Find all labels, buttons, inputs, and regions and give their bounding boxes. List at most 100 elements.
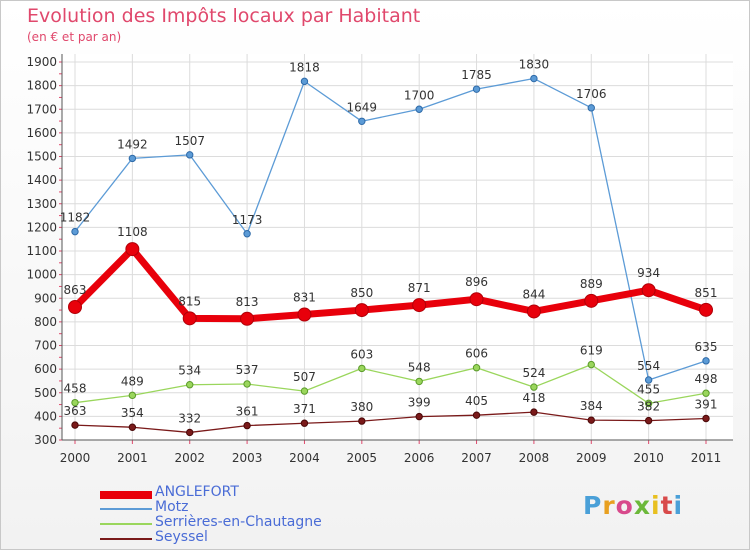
- data-label: 831: [293, 291, 316, 305]
- data-label: 1706: [576, 87, 607, 101]
- data-label: 354: [121, 406, 144, 420]
- data-label: 863: [64, 283, 87, 297]
- legend-label: Serrières-en-Chautagne: [155, 514, 322, 530]
- data-label: 418: [522, 391, 545, 405]
- data-point: [300, 387, 309, 395]
- data-label: 524: [522, 366, 545, 380]
- y-tick-label: 1200: [26, 220, 57, 234]
- data-label: 1830: [519, 58, 550, 72]
- logo-letter: P: [583, 491, 603, 520]
- y-tick-label: 1000: [26, 268, 57, 282]
- y-tick-label: 1500: [26, 150, 57, 164]
- x-tick-label: 2002: [174, 451, 205, 465]
- y-tick-label: 1900: [26, 55, 57, 69]
- data-label: 554: [637, 359, 660, 373]
- data-point: [702, 357, 710, 365]
- data-point: [186, 151, 194, 159]
- x-tick-label: 2009: [576, 451, 607, 465]
- data-label: 1173: [232, 213, 263, 227]
- data-point: [71, 398, 79, 407]
- legend-swatch: [100, 508, 152, 510]
- data-label: 606: [465, 347, 488, 361]
- data-point: [472, 411, 481, 419]
- data-label: 1700: [404, 88, 435, 102]
- logo-letter: o: [615, 491, 634, 520]
- data-point: [358, 364, 366, 373]
- data-label: 361: [236, 405, 259, 419]
- data-label: 850: [350, 286, 373, 300]
- y-tick-label: 1700: [26, 102, 57, 116]
- data-point: [71, 421, 79, 429]
- data-point: [702, 414, 710, 423]
- data-label: 851: [695, 286, 718, 300]
- data-point: [530, 74, 538, 83]
- data-point: [584, 293, 599, 308]
- data-point: [415, 105, 423, 113]
- data-label: 815: [178, 294, 201, 308]
- legend-label: ANGLEFORT: [155, 484, 239, 500]
- data-label: 391: [695, 398, 718, 412]
- data-label: 1818: [289, 60, 320, 74]
- data-label: 844: [522, 287, 545, 301]
- data-point: [587, 360, 595, 369]
- plot-area: [62, 54, 733, 440]
- data-label: 1492: [117, 137, 148, 151]
- y-tick-label: 1800: [26, 79, 57, 93]
- y-tick-label: 500: [34, 386, 57, 400]
- series-line-serri-res-en-chautagne: [74, 363, 707, 405]
- data-point: [68, 299, 82, 314]
- data-label: 384: [580, 399, 603, 413]
- data-point: [240, 311, 255, 326]
- data-point: [182, 311, 197, 326]
- data-label: 1507: [174, 134, 205, 148]
- x-tick-label: 2005: [347, 451, 378, 465]
- data-point: [128, 391, 137, 400]
- data-label: 813: [236, 295, 259, 309]
- data-point: [412, 298, 427, 313]
- data-point: [415, 377, 423, 386]
- data-point: [354, 303, 369, 318]
- x-tick-label: 2007: [461, 451, 492, 465]
- data-label: 507: [293, 370, 316, 384]
- x-tick-label: 2011: [691, 451, 722, 465]
- y-tick-label: 1400: [26, 173, 57, 187]
- data-label: 380: [350, 400, 373, 414]
- data-point: [71, 227, 79, 236]
- data-label: 332: [178, 411, 201, 425]
- x-tick-label: 2001: [117, 451, 148, 465]
- data-label: 1108: [117, 225, 148, 239]
- y-tick-label: 800: [34, 315, 57, 329]
- data-label: 1182: [60, 211, 91, 225]
- data-point: [644, 416, 653, 425]
- data-point: [472, 85, 481, 93]
- proxiti-logo: Proxiti: [583, 491, 683, 520]
- y-tick-label: 900: [34, 291, 57, 305]
- x-tick-label: 2003: [232, 451, 263, 465]
- data-point: [186, 428, 194, 437]
- data-point: [702, 389, 710, 397]
- data-point: [699, 302, 713, 317]
- series-line-seyssel: [74, 411, 707, 434]
- data-label: 489: [121, 374, 144, 388]
- data-label: 534: [178, 364, 201, 378]
- chart-subtitle: (en € et par an): [27, 30, 122, 44]
- x-tick-label: 2000: [60, 451, 91, 465]
- legend-swatch: [100, 491, 152, 499]
- data-label: 603: [350, 347, 373, 361]
- data-point: [243, 421, 251, 430]
- data-point: [125, 242, 140, 257]
- series-line-anglefort: [72, 245, 708, 323]
- y-tick-label: 400: [34, 409, 57, 423]
- series-line-motz: [74, 77, 707, 381]
- logo-letter: i: [651, 491, 661, 520]
- legend-label: Seyssel: [155, 529, 208, 545]
- data-point: [644, 399, 653, 408]
- data-label: 1649: [347, 100, 378, 114]
- data-label: 405: [465, 394, 488, 408]
- data-label: 537: [236, 363, 259, 377]
- y-tick-label: 600: [34, 362, 57, 376]
- data-label: 498: [695, 372, 718, 386]
- data-label: 382: [637, 400, 660, 414]
- data-label: 889: [580, 277, 603, 291]
- legend-swatch: [100, 523, 152, 525]
